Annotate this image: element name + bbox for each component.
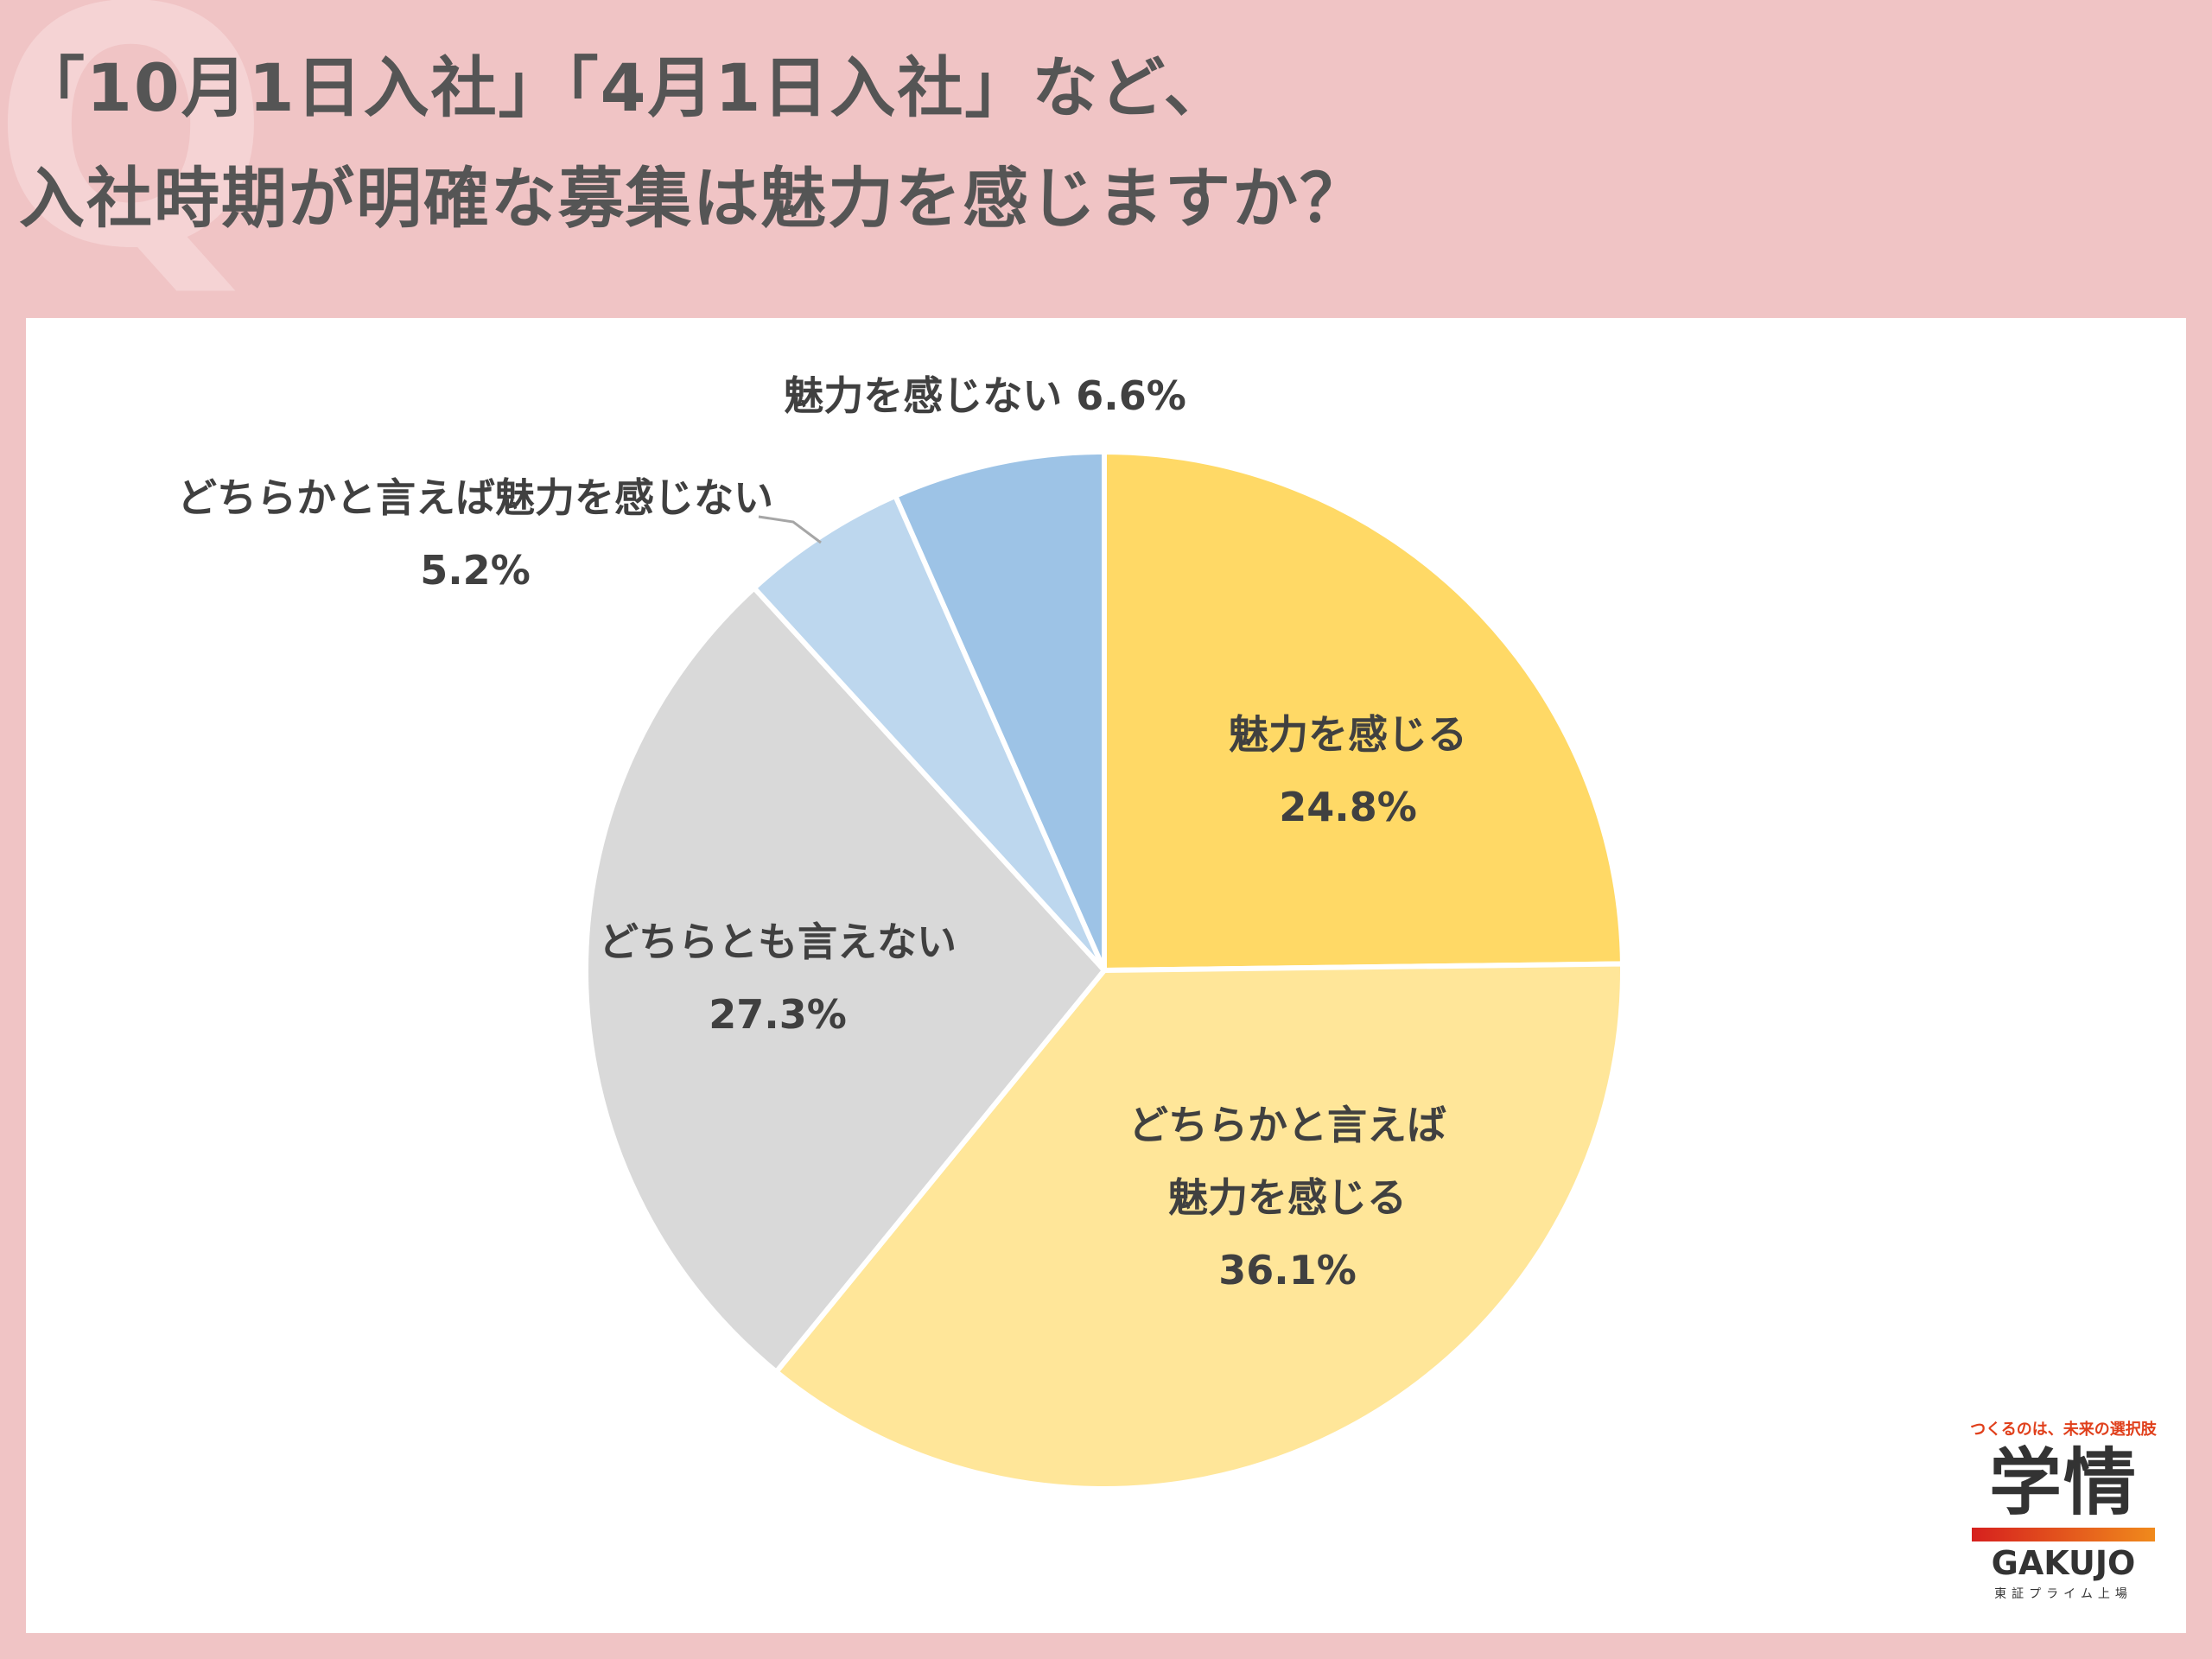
chart-panel: 魅力を感じる 24.8% どちらかと言えば 魅力を感じる 36.1% どちらとも…	[26, 318, 2186, 1633]
slice-label-attractive-value: 24.8%	[1279, 784, 1417, 830]
slice-label-neutral-value: 27.3%	[709, 991, 847, 1038]
pie-slice-attractive	[1102, 448, 1625, 974]
slice-label-attractive-name: 魅力を感じる	[1229, 711, 1467, 758]
slice-label-somewhat-not-attractive: どちらかと言えば魅力を感じない 5.2%	[164, 461, 786, 607]
slice-label-neutral: どちらとも言えない 27.3%	[579, 906, 976, 1051]
slice-label-somewhat-not-attractive-value: 5.2%	[420, 547, 531, 594]
q-watermark: Q	[0, 0, 271, 321]
title-line-1: 「10月1日入社」「4月1日入社」など、	[19, 49, 1231, 126]
slice-label-somewhat-attractive-value: 36.1%	[1218, 1247, 1357, 1294]
question-title: 「10月1日入社」「4月1日入社」など、 入社時期が明確な募集は魅力を感じますか…	[19, 33, 2179, 254]
pie-chart	[583, 448, 1625, 1491]
gakujo-logo: つくるのは、未来の選択肢 学情 GAKUJO 東証プライム上場	[1951, 1417, 2176, 1601]
title-line-2: 入社時期が明確な募集は魅力を感じますか？	[19, 160, 1367, 237]
logo-tagline: つくるのは、未来の選択肢	[1970, 1421, 2157, 1439]
slice-label-attractive: 魅力を感じる 24.8%	[1166, 698, 1529, 843]
slice-label-not-attractive-text: 魅力を感じない 6.6%	[784, 372, 1186, 419]
logo-mark: 学情	[1988, 1440, 2138, 1525]
slice-label-not-attractive: 魅力を感じない 6.6%	[769, 359, 1201, 432]
pie-slice-neutral	[583, 584, 1108, 1376]
leader-line	[758, 515, 822, 544]
logo-sub: 東証プライム上場	[1994, 1587, 2133, 1601]
slice-label-somewhat-not-attractive-name: どちらかと言えば魅力を感じない	[177, 474, 773, 521]
slice-label-somewhat-attractive: どちらかと言えば 魅力を感じる 36.1%	[1063, 1089, 1512, 1306]
slice-label-somewhat-attractive-line2: 魅力を感じる	[1168, 1174, 1407, 1221]
slice-label-somewhat-attractive-line1: どちらかと言えば	[1128, 1102, 1446, 1148]
pie-slice-somewhat-not-attractive	[750, 492, 1107, 973]
logo-name: GAKUJO	[1991, 1544, 2136, 1582]
pie-slice-somewhat-attractive	[772, 961, 1625, 1491]
pie-slice-not-attractive	[892, 448, 1107, 972]
logo-bar	[1972, 1528, 2155, 1541]
slice-label-neutral-name: どちらとも言えない	[599, 918, 957, 965]
